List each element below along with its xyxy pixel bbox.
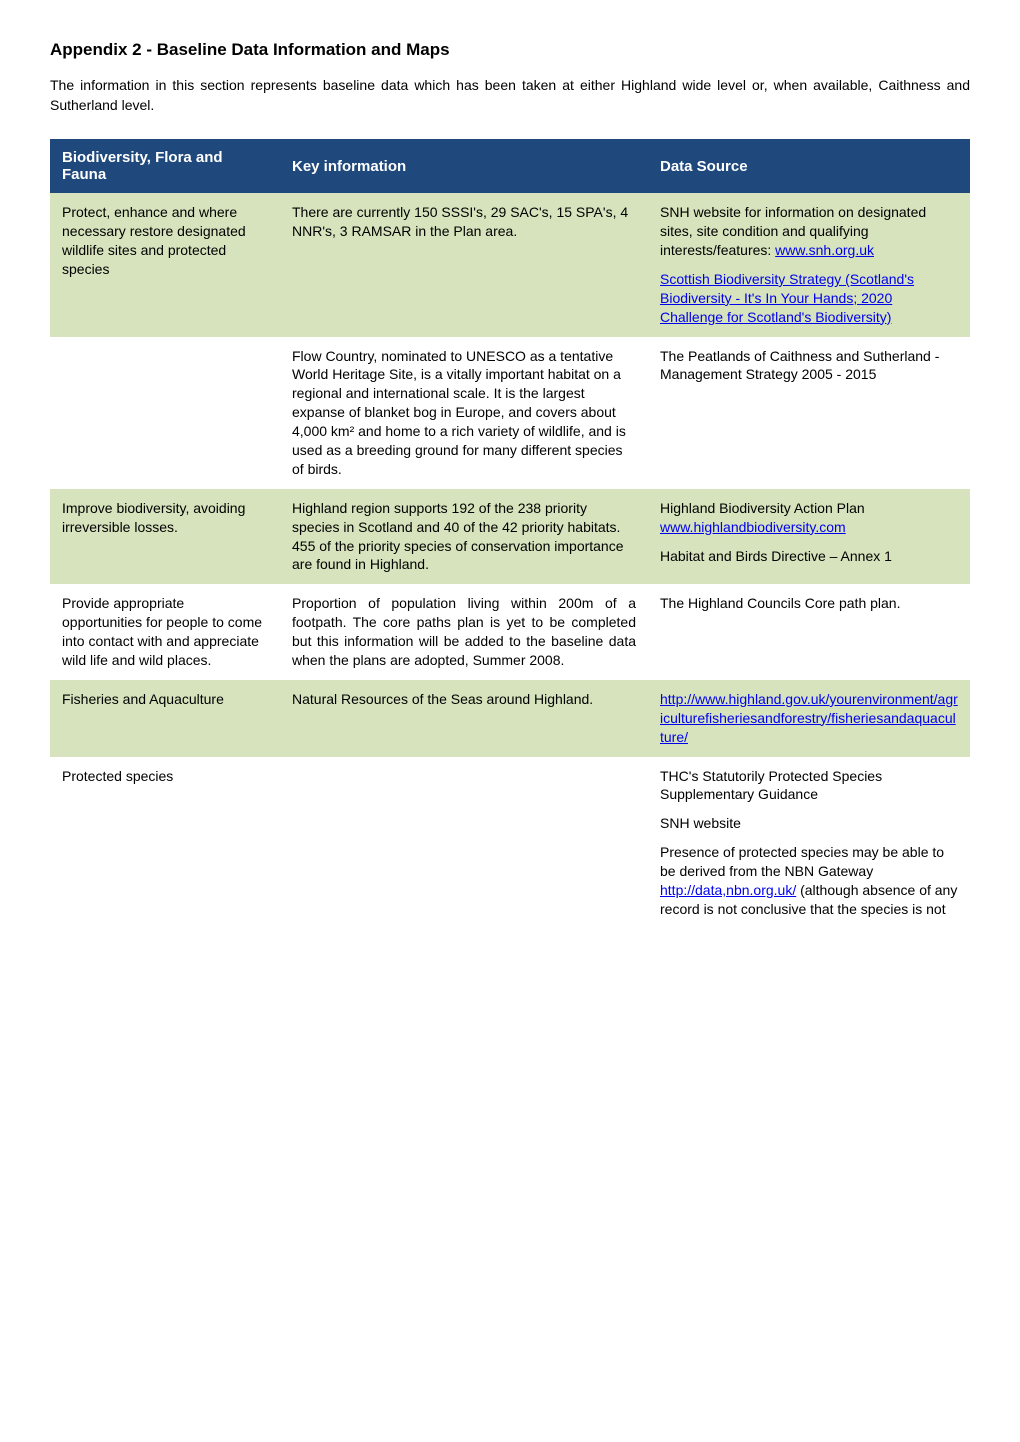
header-col3: Data Source [648,139,970,193]
cell-r6c3: THC's Statutorily Protected Species Supp… [648,757,970,929]
cell-r6c2 [280,757,648,929]
highland-gov-link[interactable]: http://www.highland.gov.uk/yourenvironme… [660,691,958,745]
table-row: Protect, enhance and where necessary res… [50,193,970,336]
highland-biodiversity-link[interactable]: www.highlandbiodiversity.com [660,519,846,535]
cell-r4c2: Proportion of population living within 2… [280,584,648,680]
cell-r6c1: Protected species [50,757,280,929]
cell-r2c1 [50,337,280,489]
cell-r2c2: Flow Country, nominated to UNESCO as a t… [280,337,648,489]
snh-link[interactable]: www.snh.org.uk [775,242,874,258]
cell-r5c2: Natural Resources of the Seas around Hig… [280,680,648,757]
table-row: Protected species THC's Statutorily Prot… [50,757,970,929]
cell-text: Highland Biodiversity Action Plan [660,500,865,516]
cell-r5c1: Fisheries and Aquaculture [50,680,280,757]
table-header-row: Biodiversity, Flora and Fauna Key inform… [50,139,970,193]
table-row: Improve biodiversity, avoiding irreversi… [50,489,970,585]
table-row: Provide appropriate opportunities for pe… [50,584,970,680]
cell-text: Presence of protected species may be abl… [660,844,944,879]
cell-r1c1: Protect, enhance and where necessary res… [50,193,280,336]
header-col1: Biodiversity, Flora and Fauna [50,139,280,193]
cell-r3c3: Highland Biodiversity Action Plan www.hi… [648,489,970,585]
cell-r4c3: The Highland Councils Core path plan. [648,584,970,680]
table-row: Fisheries and Aquaculture Natural Resour… [50,680,970,757]
biodiversity-strategy-link[interactable]: Scottish Biodiversity Strategy (Scotland… [660,271,914,325]
cell-r5c3: http://www.highland.gov.uk/yourenvironme… [648,680,970,757]
header-col2: Key information [280,139,648,193]
table-row: Flow Country, nominated to UNESCO as a t… [50,337,970,489]
intro-paragraph: The information in this section represen… [50,76,970,115]
baseline-data-table: Biodiversity, Flora and Fauna Key inform… [50,139,970,929]
cell-r1c3: SNH website for information on designate… [648,193,970,336]
cell-r3c2: Highland region supports 192 of the 238 … [280,489,648,585]
cell-text: Habitat and Birds Directive – Annex 1 [660,547,958,566]
cell-text: SNH website [660,814,958,833]
cell-r1c2: There are currently 150 SSSI's, 29 SAC's… [280,193,648,336]
cell-r3c1: Improve biodiversity, avoiding irreversi… [50,489,280,585]
cell-r4c1: Provide appropriate opportunities for pe… [50,584,280,680]
cell-text: THC's Statutorily Protected Species Supp… [660,767,958,805]
cell-r2c3: The Peatlands of Caithness and Sutherlan… [648,337,970,489]
nbn-link[interactable]: http://data,nbn.org.uk/ [660,882,796,898]
page-heading: Appendix 2 - Baseline Data Information a… [50,40,970,60]
